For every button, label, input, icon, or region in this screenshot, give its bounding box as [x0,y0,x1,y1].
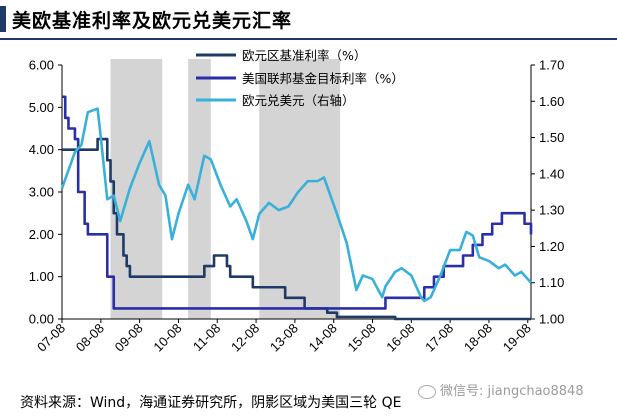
y-left-tick-label: 0.00 [29,312,54,327]
y-left-tick-label: 6.00 [29,58,54,73]
title-bar: 美欧基准利率及欧元兑美元汇率 [0,0,617,40]
y-right-tick-label: 1.70 [539,58,564,73]
watermark-text: 微信号: jiangchao8848 [440,384,584,399]
x-tick-label: 15-08 [345,321,379,355]
legend-label-1: 欧元区基准利率（%） [242,48,366,63]
x-tick-label: 08-08 [73,321,107,355]
watermark: 微信号: jiangchao8848 [418,380,584,399]
y-left-tick-label: 4.00 [29,142,54,157]
y-right-tick-label: 1.40 [539,166,564,181]
y-left-tick-label: 5.00 [29,100,54,115]
x-tick-label: 18-08 [461,321,495,355]
x-tick-label: 10-08 [150,321,184,355]
source-note: 资料来源：Wind，海通证券研究所，阴影区域为美国三轮 QE [20,395,402,411]
x-tick-label: 09-08 [112,321,146,355]
qe-shade-1 [110,59,163,319]
series-line-2 [62,95,533,310]
x-tick-label: 14-08 [306,321,340,355]
title-accent-bar [0,6,6,32]
x-tick-label: 19-08 [500,321,534,355]
y-left-tick-label: 2.00 [29,227,54,242]
qe-shade-2 [188,59,211,319]
y-right-tick-label: 1.00 [539,312,564,327]
chart-svg: 0.00 1.00 2.00 3.00 4.00 5.00 6.00 1.00 1.10 1.20… [29,48,565,355]
x-tick-label: 16-08 [383,321,417,355]
y-right-tick-label: 1.60 [539,94,564,109]
y-left-tick-label: 3.00 [29,185,54,200]
y-right-tick-label: 1.30 [539,203,564,218]
y-left-tick-label: 1.00 [29,269,54,284]
x-tick-label: 13-08 [267,321,301,355]
legend-label-3: 欧元兑美元（右轴） [242,93,355,108]
y-right-tick-label: 1.10 [539,275,564,290]
y-right-tick-label: 1.20 [539,239,564,254]
legend-label-2: 美国联邦基金目标利率（%） [242,71,404,86]
x-tick-label: 17-08 [422,321,456,355]
chart-title: 美欧基准利率及欧元兑美元汇率 [12,10,293,32]
y-right-tick-label: 1.50 [539,130,564,145]
series-line-3 [60,107,532,303]
wechat-icon [418,384,436,399]
x-tick-label: 12-08 [228,321,262,355]
x-tick-label: 11-08 [190,321,223,354]
